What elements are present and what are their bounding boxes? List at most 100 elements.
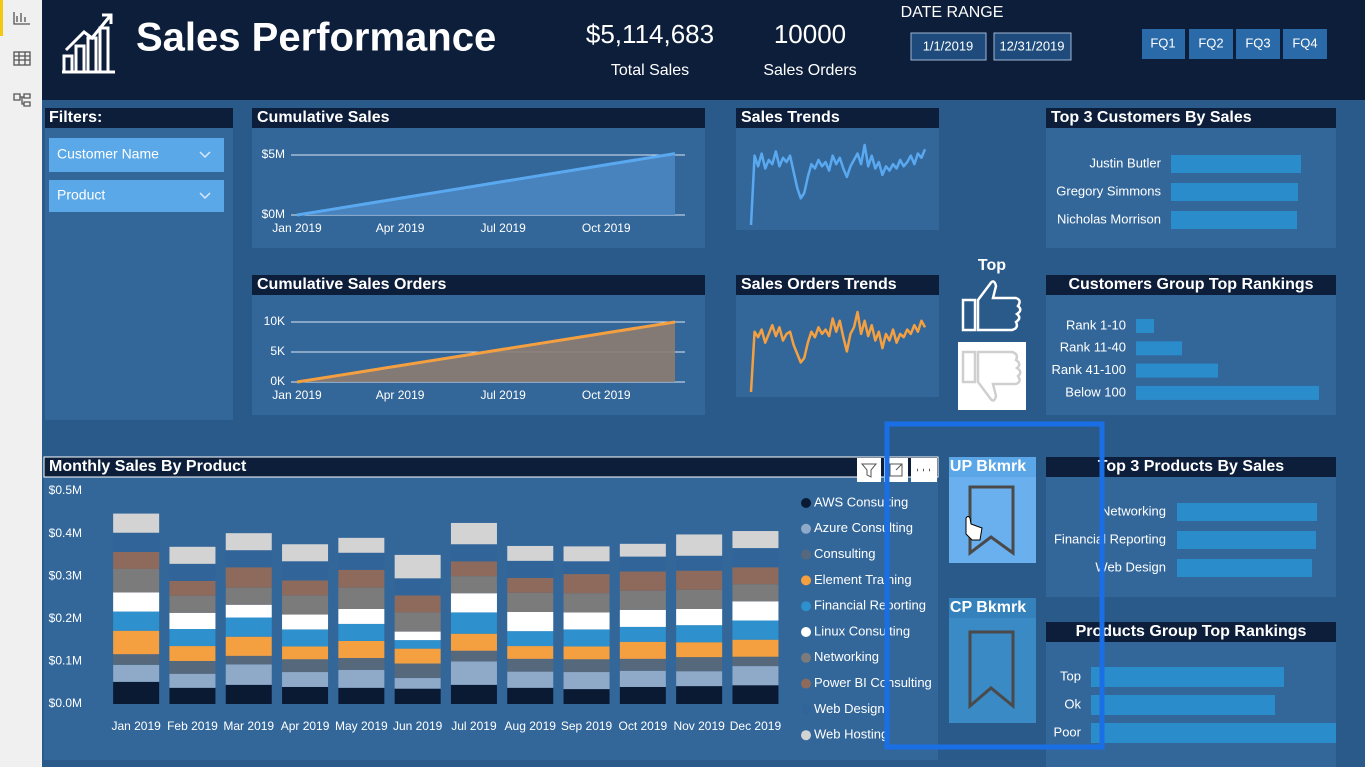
date-input[interactable]: [910, 32, 987, 61]
y-tick-label: $0.0M: [49, 696, 82, 710]
quarter-label[interactable]: FQ2: [1198, 35, 1223, 50]
date-start[interactable]: 1/1/2019: [923, 38, 974, 53]
bar-segment: [619, 641, 666, 659]
quarter-button[interactable]: [1283, 29, 1327, 59]
bar-label: Financial Reporting: [1054, 531, 1166, 546]
bar-segment: [507, 631, 554, 647]
bar-segment: [113, 611, 160, 631]
legend-swatch: [801, 678, 811, 689]
data-icon-grid: [14, 52, 30, 65]
bar: [1171, 155, 1301, 173]
bar-segment: [225, 664, 272, 685]
bar-segment: [113, 654, 160, 665]
panel-title-bar: [736, 108, 939, 128]
quarter-label[interactable]: FQ4: [1292, 35, 1317, 50]
bar-segment: [282, 614, 329, 630]
x-tick-label: Apr 2019: [281, 719, 330, 733]
bar-segment: [338, 609, 385, 624]
bar-segment: [338, 569, 385, 588]
quarter-label[interactable]: FQ3: [1245, 35, 1270, 50]
bar-segment: [338, 657, 385, 670]
bar-segment: [225, 684, 272, 704]
visual-header-icons: [857, 458, 937, 482]
date-input[interactable]: [993, 32, 1072, 61]
data-icon[interactable]: [13, 51, 31, 66]
bar-segment: [169, 595, 216, 613]
bookmark-icon: [968, 485, 1015, 557]
filter-dropdown[interactable]: [49, 180, 224, 212]
bookmark-button[interactable]: [949, 598, 1036, 723]
sidebar-icons[interactable]: [13, 12, 31, 107]
bar-segment: [676, 642, 723, 658]
bar: [1177, 531, 1316, 549]
bookmark-label[interactable]: CP Bkmrk: [950, 599, 1026, 616]
thumb-hand[interactable]: [976, 280, 1022, 332]
quarter-button[interactable]: [1236, 29, 1280, 59]
thumb-hand: [976, 350, 1022, 402]
quarter-button[interactable]: [1189, 29, 1233, 59]
panel-title-bar: [252, 275, 705, 295]
x-tick-label: Sep 2019: [561, 719, 613, 733]
bar-segment: [732, 531, 779, 549]
x-tick-label: Oct 2019: [618, 719, 667, 733]
bar-segment: [563, 612, 610, 630]
bookmark-label[interactable]: UP Bkmrk: [950, 458, 1026, 475]
bar-segment: [676, 570, 723, 590]
bar-label: Justin Butler: [1089, 155, 1161, 170]
kpi-value: $5,114,683: [586, 19, 714, 49]
legend-swatch: [801, 575, 811, 586]
legend-label: Power BI Consulting: [814, 675, 932, 690]
bar: [1171, 211, 1297, 229]
legend-swatch: [801, 549, 811, 560]
bar: [1091, 667, 1284, 687]
bar-segment: [394, 648, 441, 664]
bar-segment: [282, 646, 329, 660]
bar-segment: [394, 663, 441, 679]
bar-label: Web Design: [1095, 559, 1166, 574]
thumb-cuff[interactable]: [961, 298, 977, 332]
legend-label: Azure Consulting: [814, 520, 913, 535]
bar-segment: [282, 659, 329, 673]
x-tick-label: May 2019: [335, 719, 388, 733]
bar-label: Nicholas Morrison: [1057, 211, 1161, 226]
header-icon: [62, 13, 115, 74]
bar-segment: [450, 661, 497, 685]
filter-label[interactable]: Product: [57, 187, 105, 203]
filter-icon-button[interactable]: [857, 458, 881, 482]
bar-segment: [676, 657, 723, 672]
panel-title-bar: [1046, 622, 1336, 642]
date-end[interactable]: 12/31/2019: [999, 38, 1064, 53]
bar-segment: [394, 595, 441, 613]
bar-segment: [507, 646, 554, 659]
report-icon[interactable]: [13, 12, 30, 25]
thumbs-up[interactable]: [961, 280, 1022, 332]
quarter-button[interactable]: [1142, 29, 1185, 59]
kpi-label: Sales Orders: [763, 62, 856, 79]
x-tick-label: Jan 2019: [111, 719, 161, 733]
model-icon[interactable]: [13, 93, 31, 107]
filter-dropdown[interactable]: [49, 138, 224, 172]
bar-segment: [450, 650, 497, 662]
bar-segment: [282, 686, 329, 704]
bar-segment: [169, 612, 216, 630]
x-tick-label: Nov 2019: [673, 719, 725, 733]
charts: Cumulative Sales $0M $5M Jan 2019 Apr 2019 Ju…: [43, 108, 1336, 767]
chevron: [199, 151, 211, 159]
legend-label: Web Hosting: [814, 727, 888, 742]
bar-segment: [507, 560, 554, 578]
quarter-label[interactable]: FQ1: [1150, 35, 1175, 50]
bar-segment: [450, 544, 497, 562]
icon-arrow: [64, 13, 113, 52]
bar-label: Rank 1-10: [1066, 317, 1126, 332]
bar-segment: [732, 548, 779, 568]
bar-segment: [225, 617, 272, 637]
legend-swatch: [801, 730, 811, 741]
bar-segment: [732, 685, 779, 704]
bar: [1136, 385, 1319, 400]
bar-segment: [338, 687, 385, 704]
filter-label[interactable]: Customer Name: [57, 146, 159, 162]
panel-title-bar: [736, 275, 939, 295]
bar-label: Below 100: [1065, 384, 1126, 399]
panel-title-bar: [1046, 108, 1336, 128]
